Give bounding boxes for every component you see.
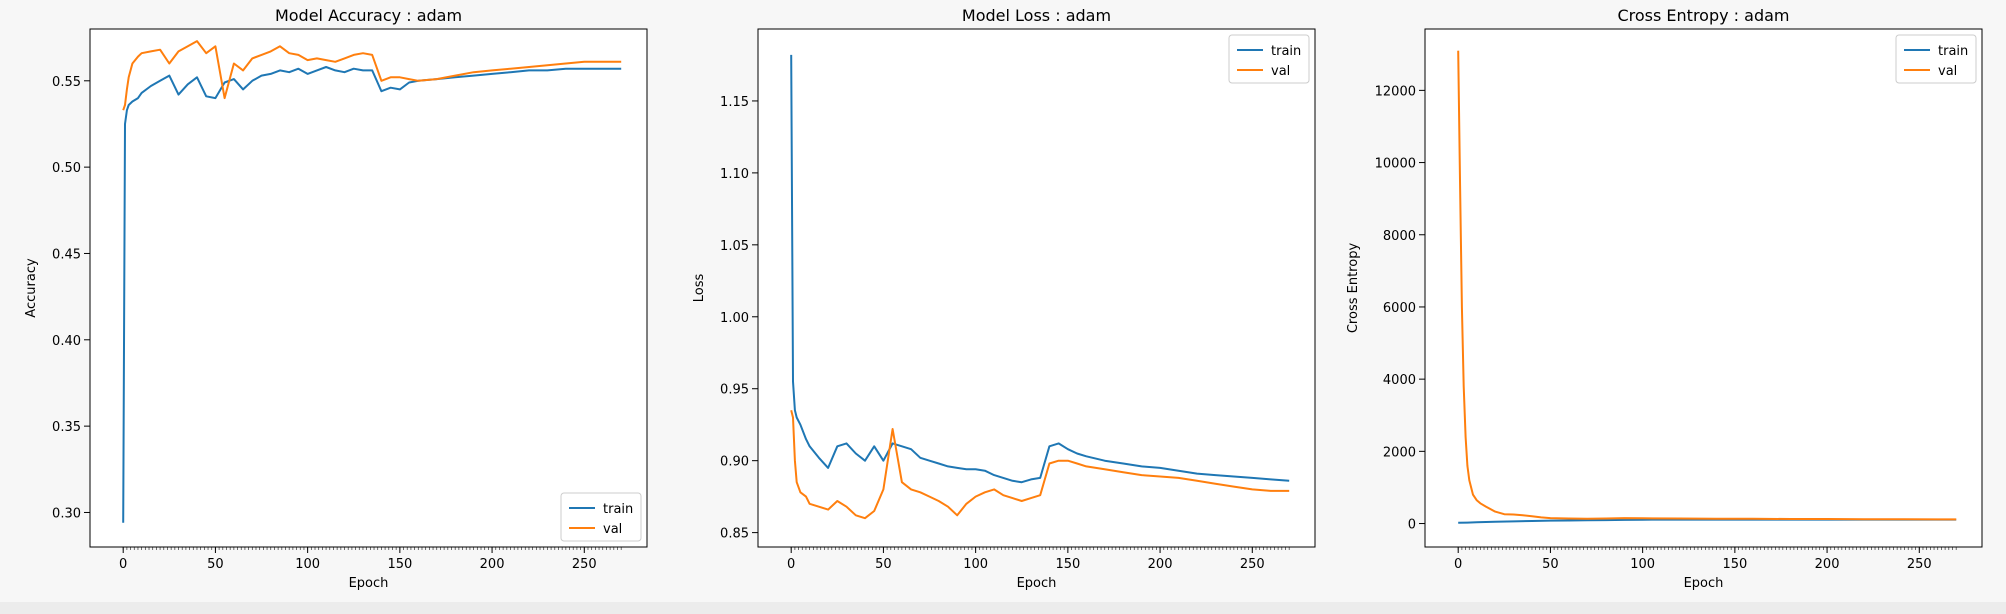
chart-3-title: Cross Entropy : adam xyxy=(1617,6,1789,25)
chart-3-x-tick-label: 50 xyxy=(1542,557,1559,572)
chart-1-title: Model Accuracy : adam xyxy=(275,6,462,25)
chart-3-y-tick-label: 8000 xyxy=(1383,229,1416,244)
chart-3-y-tick-label: 6000 xyxy=(1383,301,1416,316)
chart-2-y-tick-label: 0.90 xyxy=(720,455,749,470)
chart-3-frame xyxy=(1424,28,1983,548)
chart-2-y-tick-label: 0.85 xyxy=(720,527,749,542)
chart-3-legend-box xyxy=(1895,34,1977,84)
chart-3-y-axis-label: Cross Entropy xyxy=(1346,243,1361,334)
chart-2-plot-area xyxy=(758,29,1315,547)
chart-2-legend: train val xyxy=(1228,34,1310,84)
bottom-strip xyxy=(0,602,2006,614)
chart-1-series-val-line xyxy=(122,40,622,111)
chart-3-y-tick-label: 4000 xyxy=(1383,373,1416,388)
chart-2-x-tick-label: 0 xyxy=(787,557,795,572)
chart-1-y-axis-label: Accuracy xyxy=(24,258,39,318)
chart-2: Model Loss : adam 0 50 100 150 200 250 0.85 0.90… xyxy=(692,6,1316,591)
chart-1-legend-label-val: val xyxy=(603,522,622,537)
chart-2-legend-box xyxy=(1228,34,1310,84)
chart-1-x-tick-label: 0 xyxy=(119,557,127,572)
chart-2-series-train-line xyxy=(790,54,1290,484)
chart-2-x-tick-label: 150 xyxy=(1055,557,1080,572)
chart-3-x-tick-label: 100 xyxy=(1630,557,1655,572)
chart-1-x-axis-label: Epoch xyxy=(349,576,389,591)
chart-3-series-val-line xyxy=(1457,50,1957,521)
chart-1: Model Accuracy : adam 0 50 100 150 200 250 0.30… xyxy=(24,6,648,591)
chart-1-y-tick-label: 0.45 xyxy=(52,247,81,262)
chart-2-y-axis-label: Loss xyxy=(692,274,707,303)
chart-2-x-tick-label: 50 xyxy=(875,557,892,572)
chart-3-y-tick-label: 12000 xyxy=(1375,84,1416,99)
chart-3-x-tick-label: 200 xyxy=(1815,557,1840,572)
chart-1-y-tick-label: 0.55 xyxy=(52,75,81,90)
chart-3-y-tick-label: 2000 xyxy=(1383,445,1416,460)
chart-2-y-tick-label: 1.00 xyxy=(720,311,749,326)
chart-3-legend-label-val: val xyxy=(1938,64,1957,79)
chart-3-y-tick-label: 0 xyxy=(1408,518,1416,533)
chart-1-x-tick-label: 250 xyxy=(572,557,597,572)
chart-2-x-tick-label: 100 xyxy=(963,557,988,572)
chart-2-title: Model Loss : adam xyxy=(962,6,1111,25)
chart-1-x-tick-label: 50 xyxy=(207,557,224,572)
chart-2-y-tick-label: 1.15 xyxy=(720,95,749,110)
chart-2-y-tick-label: 0.95 xyxy=(720,383,749,398)
chart-2-legend-label-val: val xyxy=(1271,64,1290,79)
chart-1-y-tick-label: 0.50 xyxy=(52,161,81,176)
chart-1-x-tick-label: 150 xyxy=(387,557,412,572)
chart-3-plot-area xyxy=(1425,29,1982,547)
chart-3-y-tick-label: 10000 xyxy=(1375,157,1416,172)
chart-3-x-axis-label: Epoch xyxy=(1684,576,1724,591)
chart-2-x-axis-label: Epoch xyxy=(1017,576,1057,591)
chart-3: Cross Entropy : adam 0 50 100 150 200 250 0 2000… xyxy=(1346,6,1983,591)
chart-2-y-tick-label: 1.10 xyxy=(720,167,749,182)
chart-2-x-tick-label: 200 xyxy=(1148,557,1173,572)
chart-1-y-tick-label: 0.35 xyxy=(52,420,81,435)
chart-2-frame xyxy=(757,28,1316,548)
chart-1-frame xyxy=(89,28,648,548)
chart-1-x-tick-label: 100 xyxy=(295,557,320,572)
chart-1-legend: train val xyxy=(560,492,642,542)
chart-1-legend-box xyxy=(560,492,642,542)
chart-1-x-tick-label: 200 xyxy=(480,557,505,572)
chart-1-y-tick-label: 0.30 xyxy=(52,506,81,521)
chart-3-legend-label-train: train xyxy=(1938,44,1968,59)
chart-1-series-train-line xyxy=(122,66,622,523)
chart-3-x-tick-label: 0 xyxy=(1454,557,1462,572)
chart-2-x-tick-label: 250 xyxy=(1240,557,1265,572)
chart-1-y-tick-label: 0.40 xyxy=(52,334,81,349)
chart-1-legend-label-train: train xyxy=(603,502,633,517)
chart-1-plot-area xyxy=(90,29,647,547)
chart-2-y-tick-label: 1.05 xyxy=(720,239,749,254)
chart-2-legend-label-train: train xyxy=(1271,44,1301,59)
chart-3-legend: train val xyxy=(1895,34,1977,84)
chart-3-x-tick-label: 250 xyxy=(1907,557,1932,572)
chart-2-series-val-line xyxy=(790,410,1290,520)
chart-3-x-tick-label: 150 xyxy=(1722,557,1747,572)
